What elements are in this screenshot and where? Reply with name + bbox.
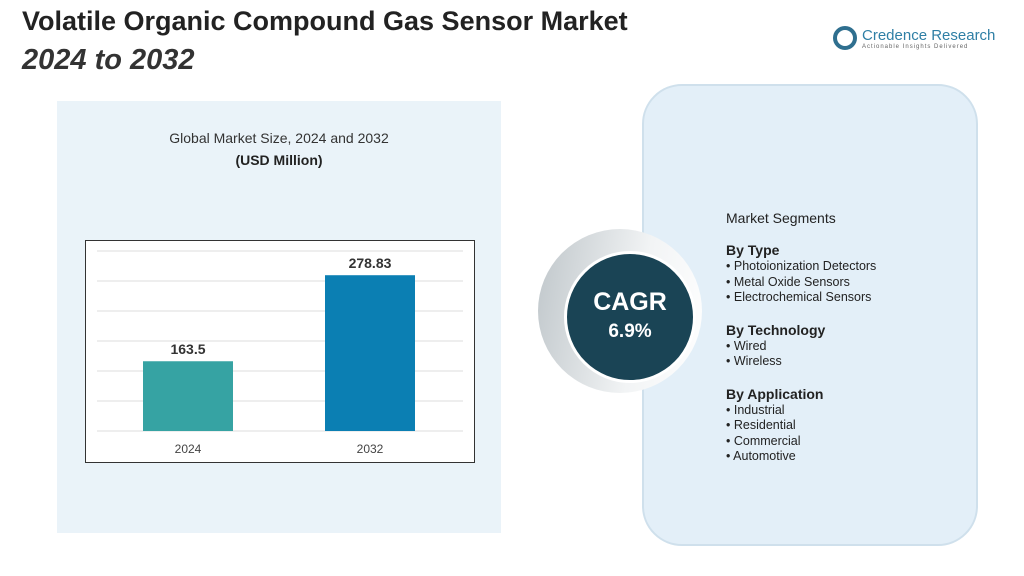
logo-name: Credence Research [862, 26, 996, 44]
bar-2032 [325, 275, 415, 431]
segment-item: Wireless [726, 354, 876, 370]
segment-item: Automotive [726, 449, 876, 465]
segment-group-list: WiredWireless [726, 339, 876, 370]
segment-item: Commercial [726, 434, 876, 450]
page-subtitle: 2024 to 2032 [22, 44, 195, 76]
page-title: Volatile Organic Compound Gas Sensor Mar… [22, 6, 628, 36]
segment-item: Metal Oxide Sensors [726, 275, 876, 291]
data-label: 278.83 [349, 255, 392, 271]
data-label: 163.5 [170, 341, 205, 357]
segment-group-list: Photoionization DetectorsMetal Oxide Sen… [726, 259, 876, 306]
bar-chart: 163.5 2024 278.83 2032 [85, 240, 475, 463]
segment-item: Residential [726, 418, 876, 434]
segment-item: Electrochemical Sensors [726, 290, 876, 306]
segment-group-list: IndustrialResidentialCommercialAutomotiv… [726, 403, 876, 465]
x-tick-label: 2024 [175, 442, 202, 456]
cagr-badge: CAGR 6.9% [564, 251, 696, 383]
segment-group-title: By Technology [726, 321, 826, 338]
chart-title: Global Market Size, 2024 and 2032 [169, 130, 389, 146]
segment-item: Photoionization Detectors [726, 259, 876, 275]
segments-list: Market Segments By TypePhotoionization D… [726, 210, 876, 465]
logo-tagline: Actionable Insights Delivered [862, 43, 969, 50]
segment-group-title: By Type [726, 242, 780, 258]
segment-item: Wired [726, 339, 876, 355]
logo: Credence Research Actionable Insights De… [833, 26, 995, 50]
x-tick-label: 2032 [357, 442, 384, 456]
cagr-label: CAGR [593, 288, 667, 316]
segments-heading: Market Segments [726, 210, 836, 226]
logo-icon [833, 26, 857, 50]
segment-item: Industrial [726, 403, 876, 419]
chart-unit: (USD Million) [235, 152, 323, 168]
cagr-value: 6.9% [608, 321, 652, 342]
segment-group-title: By Application [726, 385, 824, 402]
bar-2024 [143, 361, 233, 431]
